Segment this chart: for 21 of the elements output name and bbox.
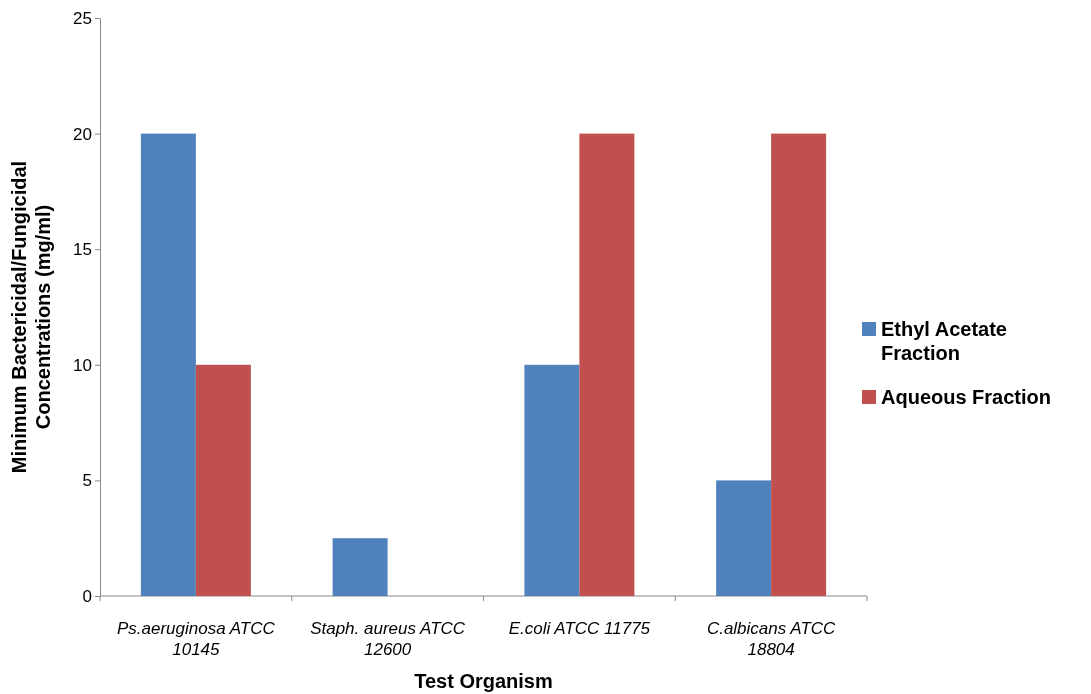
x-axis-title: Test Organism [414,670,553,692]
y-axis-title: Minimum Bactericidal/Fungicidal Concentrations (mg/ml) [8,160,54,474]
bar [524,364,580,596]
bar [140,133,196,596]
bar [771,133,827,596]
y-tick-label: 0 [82,586,92,606]
y-tick-label: 10 [73,355,92,375]
legend-label: Aqueous Fraction [881,386,1052,408]
y-tick-label: 25 [73,8,92,28]
bar [579,133,635,596]
y-tick-label: 15 [73,240,92,260]
x-tick-label: Staph. aureus ATCC 12600 [310,619,466,659]
y-tick-label: 5 [82,471,92,491]
bar [716,480,772,596]
bar [195,364,251,596]
y-tick-label: 20 [73,124,92,144]
bar [332,538,388,596]
x-tick-label: C.albicans ATCC 18804 [706,619,837,659]
legend-label: Ethyl Acetate Fraction [881,318,1007,364]
x-tick-label: Ps.aeruginosa ATCC 10145 [116,619,276,659]
x-tick-label: E.coli ATCC 11775 [508,619,651,638]
